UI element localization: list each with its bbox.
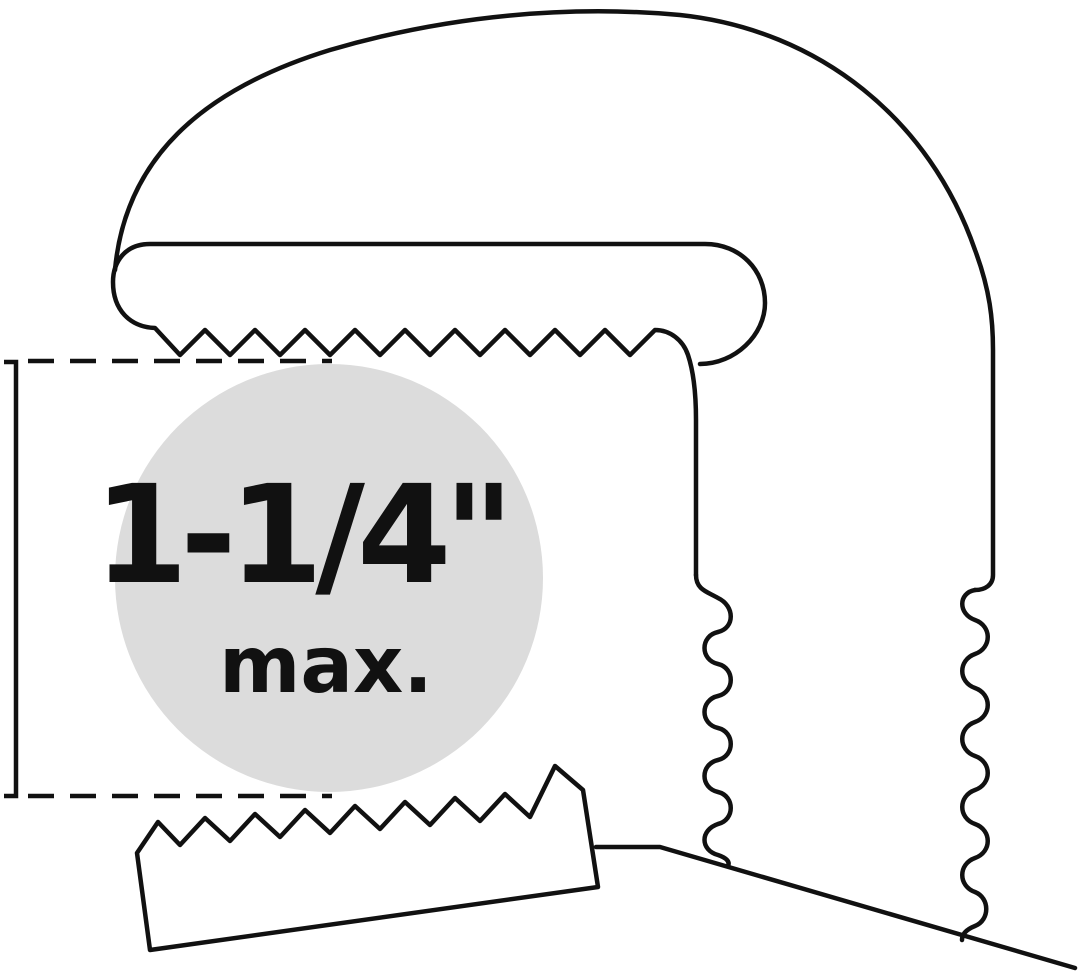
inner-threads xyxy=(693,572,733,869)
upper-hook-jaw xyxy=(110,241,768,578)
lower-jaw xyxy=(134,763,601,953)
capacity-label: max. xyxy=(219,621,433,711)
wrench-head-outline xyxy=(112,9,996,593)
dimension-bracket xyxy=(4,359,19,799)
handle-shank xyxy=(593,844,1078,971)
capacity-value: 1-1/4" xyxy=(94,457,507,615)
outer-threads xyxy=(959,587,990,943)
capacity-badge xyxy=(115,364,543,792)
